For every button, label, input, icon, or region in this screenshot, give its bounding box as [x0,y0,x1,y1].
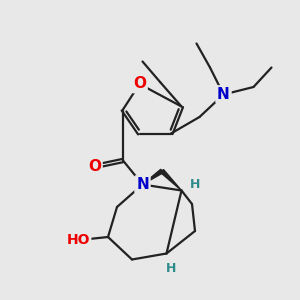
Text: O: O [133,76,146,92]
Text: H: H [190,178,200,191]
Text: HO: HO [66,233,90,247]
Polygon shape [160,169,182,190]
Text: O: O [88,159,101,174]
Text: N: N [136,177,149,192]
Text: N: N [217,87,230,102]
Polygon shape [142,169,163,184]
Text: H: H [166,262,176,275]
